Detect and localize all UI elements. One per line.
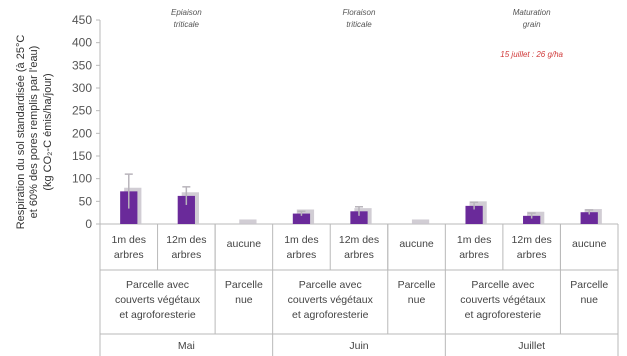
phenology-annotation: Epiaison bbox=[171, 8, 202, 17]
x-tick-label: 12m des bbox=[339, 234, 379, 246]
month-label: Juin bbox=[349, 340, 368, 352]
y-axis-title-line1: Respiration du sol standardisée (à 25°C bbox=[15, 35, 27, 230]
x-tick-label: arbres bbox=[171, 249, 201, 261]
bar bbox=[292, 213, 311, 224]
y-tick-label: 0 bbox=[85, 217, 92, 231]
x-tick-label: 12m des bbox=[166, 234, 206, 246]
month-label: Mai bbox=[178, 340, 195, 352]
y-tick-label: 300 bbox=[72, 81, 92, 95]
x-tick-label: arbres bbox=[287, 249, 317, 261]
bar bbox=[350, 211, 368, 224]
x-tick-label: aucune bbox=[227, 238, 262, 250]
phenology-annotation: grain bbox=[523, 20, 541, 29]
bar-shadow bbox=[411, 219, 430, 224]
x-tick-label: aucune bbox=[399, 238, 434, 250]
x-tick-label: aucune bbox=[572, 238, 607, 250]
y-tick-label: 100 bbox=[72, 172, 92, 186]
y-tick-label: 250 bbox=[72, 104, 92, 118]
month-label: Juillet bbox=[518, 340, 545, 352]
y-tick-label: 350 bbox=[72, 58, 92, 72]
bar bbox=[523, 215, 541, 224]
bars bbox=[120, 173, 602, 224]
x-tick-label: arbres bbox=[517, 249, 547, 261]
category-labels: 1m des arbres 12m des arbres aucune Parcelle … bbox=[112, 234, 609, 352]
y-tick-label: 50 bbox=[79, 194, 93, 208]
y-tick-label: 400 bbox=[72, 36, 92, 50]
treatment-label: Parcelle bbox=[398, 279, 436, 291]
treatment-label: couverts végétaux bbox=[460, 294, 546, 306]
treatment-label: Parcelle avec bbox=[299, 279, 362, 291]
treatment-label: Parcelle avec bbox=[126, 279, 189, 291]
treatment-label: et agroforesterie bbox=[119, 309, 196, 321]
y-tick-label: 150 bbox=[72, 149, 92, 163]
treatment-label: couverts végétaux bbox=[115, 294, 201, 306]
y-axis-title: Respiration du sol standardisée (à 25°C … bbox=[15, 35, 54, 230]
bar-shadow bbox=[239, 219, 257, 224]
phenology-annotation: Floraison bbox=[343, 8, 376, 17]
x-tick-label: 1m des bbox=[457, 234, 491, 246]
treatment-label: nue bbox=[408, 294, 426, 306]
treatment-label: couverts végétaux bbox=[288, 294, 374, 306]
bar bbox=[580, 212, 598, 224]
annotations: Epiaison triticale Floraison triticale Matur… bbox=[171, 8, 564, 59]
phenology-annotation: triticale bbox=[174, 20, 200, 29]
x-tick-label: 12m des bbox=[512, 234, 552, 246]
y-axis-title-line2: et 60% des pores remplis par l'eau) bbox=[28, 46, 40, 219]
treatment-label: nue bbox=[580, 294, 598, 306]
y-tick-label: 200 bbox=[72, 126, 92, 140]
red-note: 15 juillet : 26 g/ha bbox=[500, 50, 563, 59]
treatment-label: nue bbox=[235, 294, 253, 306]
bar bbox=[465, 205, 483, 224]
y-tick-label: 450 bbox=[72, 13, 92, 27]
treatment-label: Parcelle bbox=[225, 279, 263, 291]
phenology-annotation: triticale bbox=[346, 20, 372, 29]
x-tick-label: arbres bbox=[344, 249, 374, 261]
treatment-label: et agroforesterie bbox=[465, 309, 542, 321]
bar bbox=[177, 195, 195, 224]
x-tick-label: 1m des bbox=[112, 234, 146, 246]
x-tick-label: arbres bbox=[459, 249, 489, 261]
treatment-label: Parcelle avec bbox=[471, 279, 534, 291]
treatment-label: Parcelle bbox=[570, 279, 608, 291]
phenology-annotation: Maturation bbox=[513, 8, 551, 17]
x-tick-label: 1m des bbox=[284, 234, 318, 246]
y-axis-title-line3: (kg CO₂-C émis/ha/jour) bbox=[42, 73, 54, 190]
x-tick-label: arbres bbox=[114, 249, 144, 261]
treatment-label: et agroforesterie bbox=[292, 309, 369, 321]
grid-and-axes: 0 50 100 150 200 250 300 350 400 450 bbox=[72, 13, 619, 356]
